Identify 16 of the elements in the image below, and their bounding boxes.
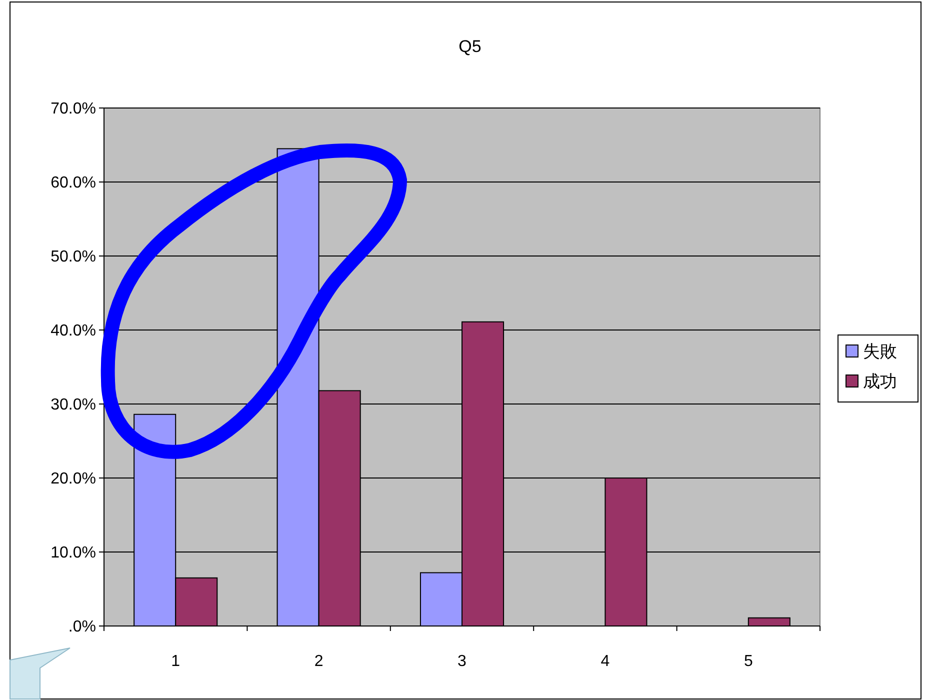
x-tick-label: 4 [600,653,610,670]
x-tick-label: 2 [314,653,324,670]
chart-title: Q5 [458,37,482,56]
x-tick-label: 5 [744,653,753,670]
legend-label: 失敗 [863,342,897,361]
y-tick-label: 30.0% [50,396,96,414]
y-tick-label: 70.0% [50,100,96,118]
y-tick-label: 10.0% [50,544,96,562]
y-tick-label: 60.0% [50,174,96,192]
y-tick-label: 50.0% [50,248,96,266]
y-tick-label: 20.0% [50,470,96,488]
y-tick-label: 40.0% [50,322,96,340]
y-tick-label: .0% [68,618,96,636]
x-tick-label: 1 [171,653,180,670]
legend-label: 成功 [863,372,897,391]
x-tick-label: 3 [458,653,467,670]
